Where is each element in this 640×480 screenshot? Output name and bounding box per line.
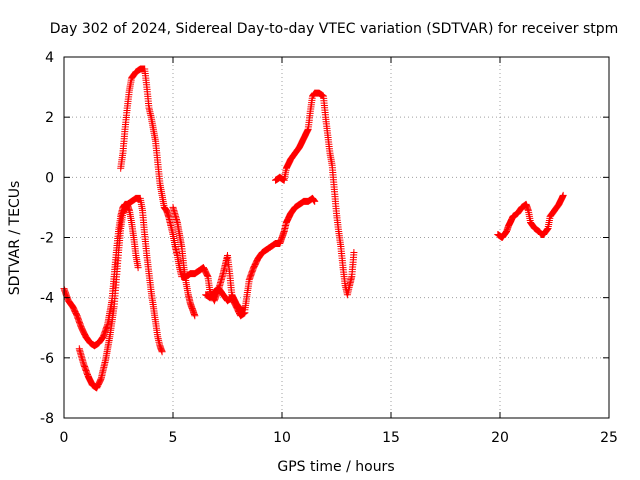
data-series-segment: [169, 203, 199, 320]
x-tick-label: 5: [169, 430, 178, 446]
x-tick-label: 25: [600, 430, 618, 446]
data-series-segment: [60, 200, 142, 350]
x-tick-label: 10: [273, 430, 291, 446]
y-tick-label: -8: [40, 411, 54, 427]
data-series-segment: [494, 191, 567, 241]
data-point-markers: [202, 285, 249, 320]
data-point-markers: [60, 200, 142, 350]
y-tick-label: 0: [45, 170, 54, 186]
y-tick-label: -6: [40, 351, 54, 367]
y-tick-label: -4: [40, 291, 54, 307]
x-tick-label: 20: [491, 430, 509, 446]
data-point-markers: [75, 194, 166, 392]
y-tick-label: 4: [45, 50, 54, 66]
data-series-segment: [202, 285, 249, 320]
chart-title: Day 302 of 2024, Sidereal Day-to-day VTE…: [50, 21, 619, 37]
y-tick-label: 2: [45, 110, 54, 126]
data-point-markers: [169, 203, 199, 320]
axis-ticks: 0 5 10 15 20 25 -8 -6 -4 -2 0 2 4: [40, 50, 618, 446]
y-tick-label: -2: [40, 231, 54, 247]
data-point-markers: [272, 89, 358, 299]
x-axis-label: GPS time / hours: [277, 459, 394, 475]
data-points: [60, 65, 567, 392]
x-tick-label: 0: [60, 430, 69, 446]
data-series-segment: [75, 194, 166, 392]
data-point-markers: [494, 191, 567, 241]
y-axis-label: SDTVAR / TECUs: [7, 181, 23, 296]
data-series-segment: [272, 89, 358, 299]
x-tick-label: 15: [382, 430, 400, 446]
